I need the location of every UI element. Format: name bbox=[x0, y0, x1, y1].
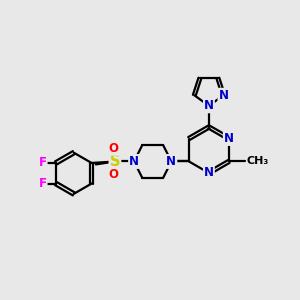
Text: N: N bbox=[204, 167, 214, 179]
Text: F: F bbox=[39, 177, 46, 190]
Text: S: S bbox=[110, 154, 120, 169]
Text: F: F bbox=[39, 157, 46, 169]
Text: N: N bbox=[129, 155, 139, 168]
Text: O: O bbox=[109, 168, 118, 181]
Text: N: N bbox=[166, 155, 176, 168]
Text: CH₃: CH₃ bbox=[246, 157, 269, 166]
Text: N: N bbox=[218, 89, 229, 102]
Text: O: O bbox=[109, 142, 118, 155]
Text: N: N bbox=[204, 99, 214, 112]
Text: N: N bbox=[224, 132, 234, 145]
